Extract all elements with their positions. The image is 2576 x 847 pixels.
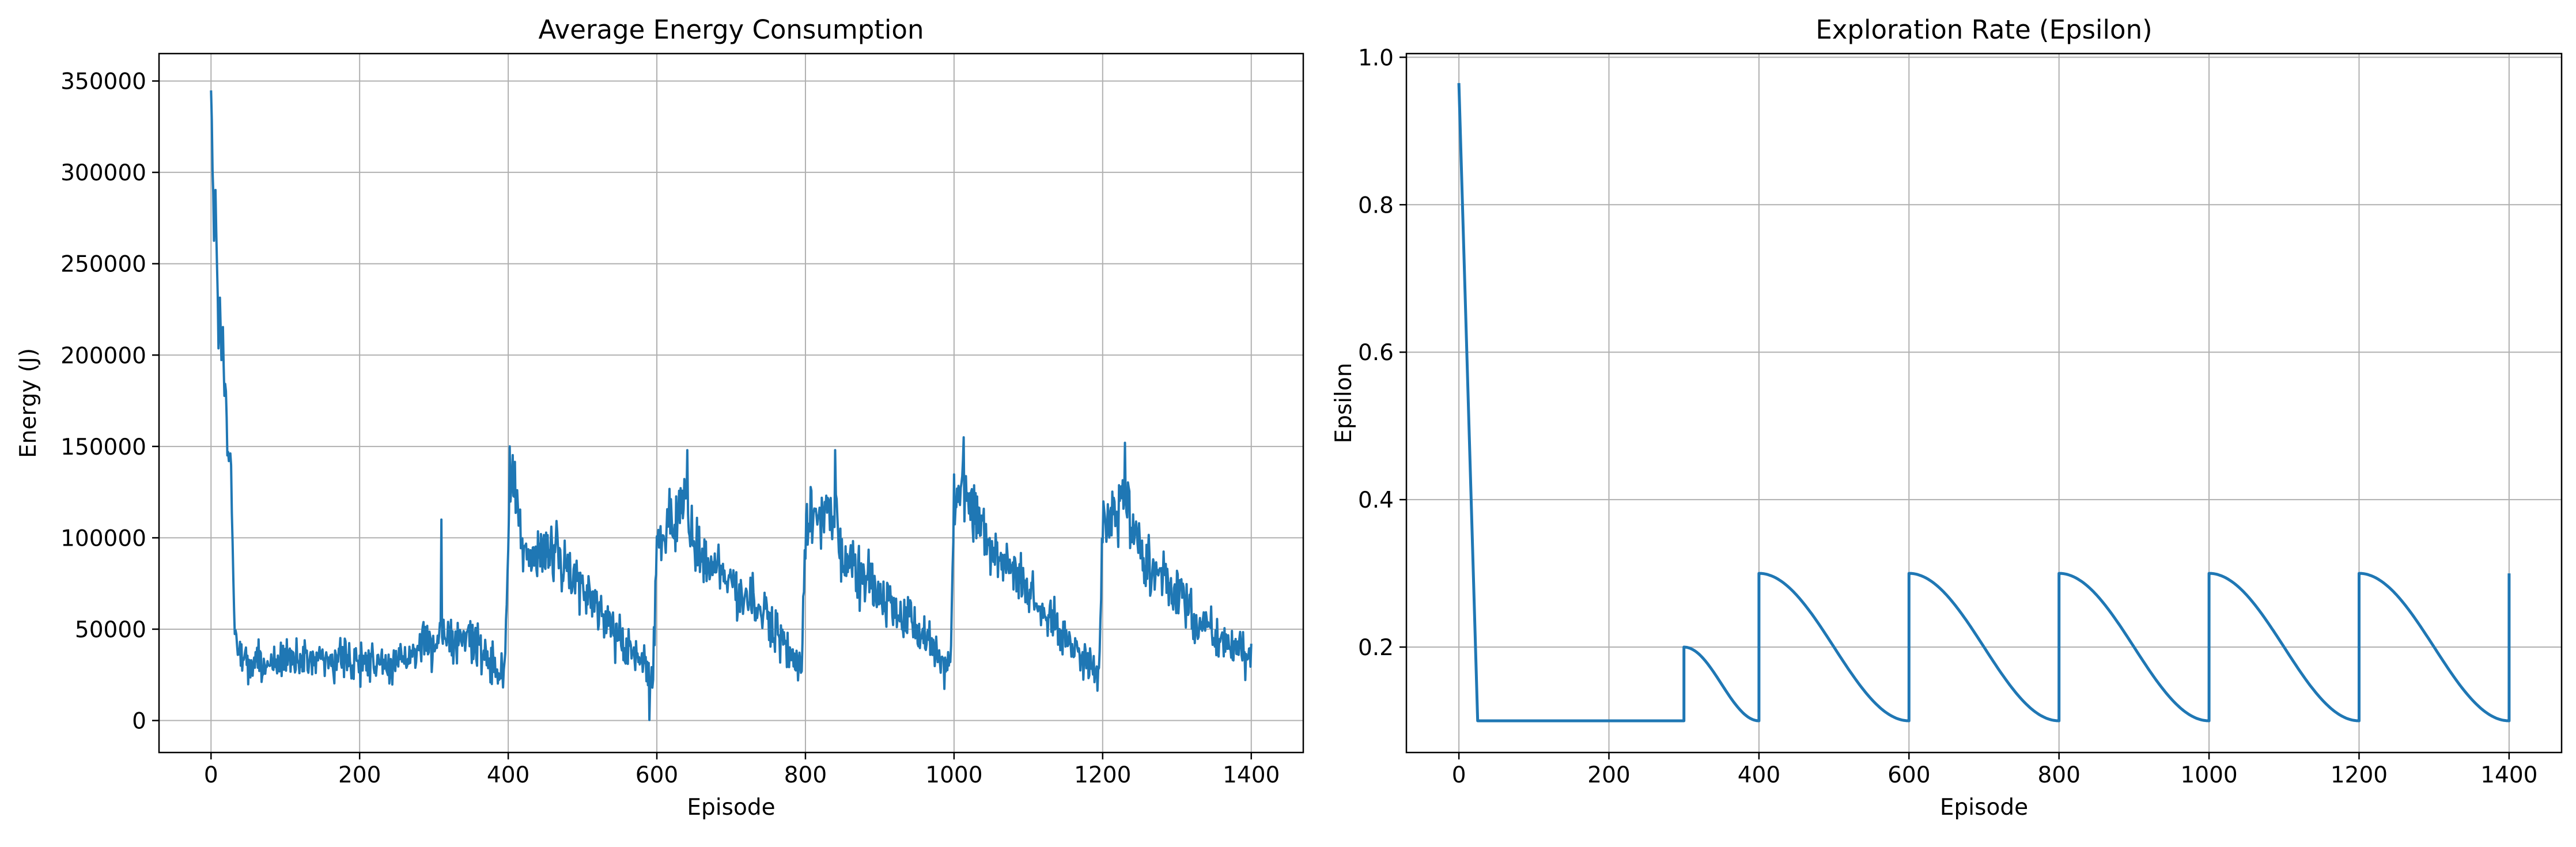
- y-tick-label: 0.8: [1358, 192, 1394, 218]
- y-tick-label: 50000: [75, 617, 146, 643]
- y-tick-label: 250000: [60, 252, 146, 278]
- epsilon-axes-frame: [1405, 52, 2563, 754]
- energy-chart-title: Average Energy Consumption: [539, 14, 924, 45]
- y-tick-label: 150000: [60, 434, 146, 460]
- y-tick-label: 1.0: [1358, 45, 1394, 71]
- x-tick-label: 600: [1887, 762, 1930, 788]
- energy-y-axis-label: Energy (J): [16, 348, 41, 458]
- y-tick-label: 0.6: [1358, 340, 1394, 366]
- x-tick-label: 0: [1452, 762, 1466, 788]
- x-tick-label: 200: [338, 762, 381, 788]
- x-tick-label: 400: [1738, 762, 1780, 788]
- x-tick-label: 1400: [2480, 762, 2537, 788]
- energy-chart: 0 200 400 600 800 1000 1200 1400 0 50000 100000 150…: [16, 14, 1304, 820]
- x-tick-label: 800: [2037, 762, 2080, 788]
- epsilon-x-axis-label: Episode: [1940, 795, 2028, 820]
- epsilon-chart-title: Exploration Rate (Epsilon): [1815, 14, 2152, 45]
- epsilon-chart: 0 200 400 600 800 1000 1200 1400 0.2 0.4 0.6 0.8 1.0…: [1331, 14, 2563, 820]
- energy-line: [210, 90, 1253, 721]
- energy-series: [210, 90, 1253, 721]
- epsilon-ticks: 0 200 400 600 800 1000 1200 1400 0.2 0.4 0.6 0.8 1.0: [1358, 45, 2538, 788]
- energy-x-axis-label: Episode: [687, 795, 775, 820]
- y-tick-label: 0.2: [1358, 635, 1394, 661]
- y-tick-label: 0.4: [1358, 487, 1394, 513]
- y-tick-label: 100000: [60, 525, 146, 551]
- x-tick-label: 800: [784, 762, 827, 788]
- y-tick-label: 300000: [60, 160, 146, 186]
- energy-axes-frame: [158, 52, 1304, 754]
- x-tick-label: 1200: [2331, 762, 2388, 788]
- y-tick-label: 0: [132, 709, 146, 735]
- x-tick-label: 200: [1587, 762, 1630, 788]
- x-tick-label: 1000: [925, 762, 982, 788]
- epsilon-series: [1457, 83, 2511, 723]
- y-tick-label: 350000: [60, 69, 146, 95]
- energy-ticks: 0 200 400 600 800 1000 1200 1400 0 50000 100000 150…: [60, 69, 1280, 788]
- x-tick-label: 600: [636, 762, 678, 788]
- x-tick-label: 1000: [2180, 762, 2237, 788]
- epsilon-y-axis-label: Epsilon: [1331, 363, 1357, 444]
- epsilon-line: [1457, 83, 2511, 723]
- x-tick-label: 0: [204, 762, 218, 788]
- y-tick-label: 200000: [60, 343, 146, 369]
- x-tick-label: 1200: [1074, 762, 1131, 788]
- x-tick-label: 1400: [1223, 762, 1280, 788]
- x-tick-label: 400: [487, 762, 529, 788]
- energy-grid: [159, 54, 1303, 753]
